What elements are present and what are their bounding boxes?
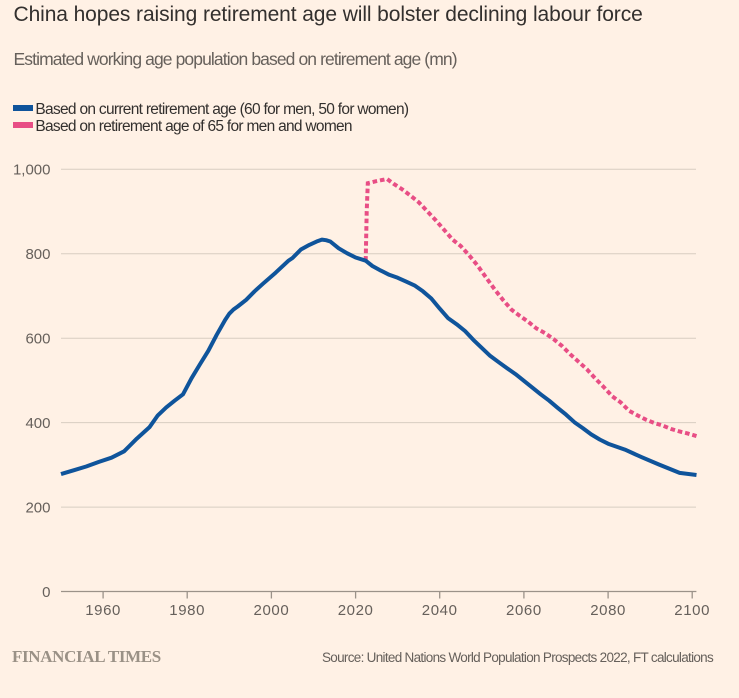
svg-text:2080: 2080 (590, 602, 626, 619)
svg-text:600: 600 (25, 331, 50, 348)
svg-text:400: 400 (25, 415, 50, 432)
svg-text:2060: 2060 (506, 602, 542, 619)
svg-text:2000: 2000 (254, 602, 290, 619)
svg-text:200: 200 (25, 500, 50, 517)
svg-text:1960: 1960 (85, 602, 121, 619)
svg-text:2020: 2020 (338, 602, 374, 619)
svg-text:0: 0 (42, 584, 50, 601)
svg-text:2040: 2040 (422, 602, 458, 619)
svg-text:1980: 1980 (169, 602, 205, 619)
svg-text:1,000: 1,000 (13, 162, 51, 179)
svg-text:2100: 2100 (674, 602, 710, 619)
svg-text:800: 800 (25, 246, 50, 263)
